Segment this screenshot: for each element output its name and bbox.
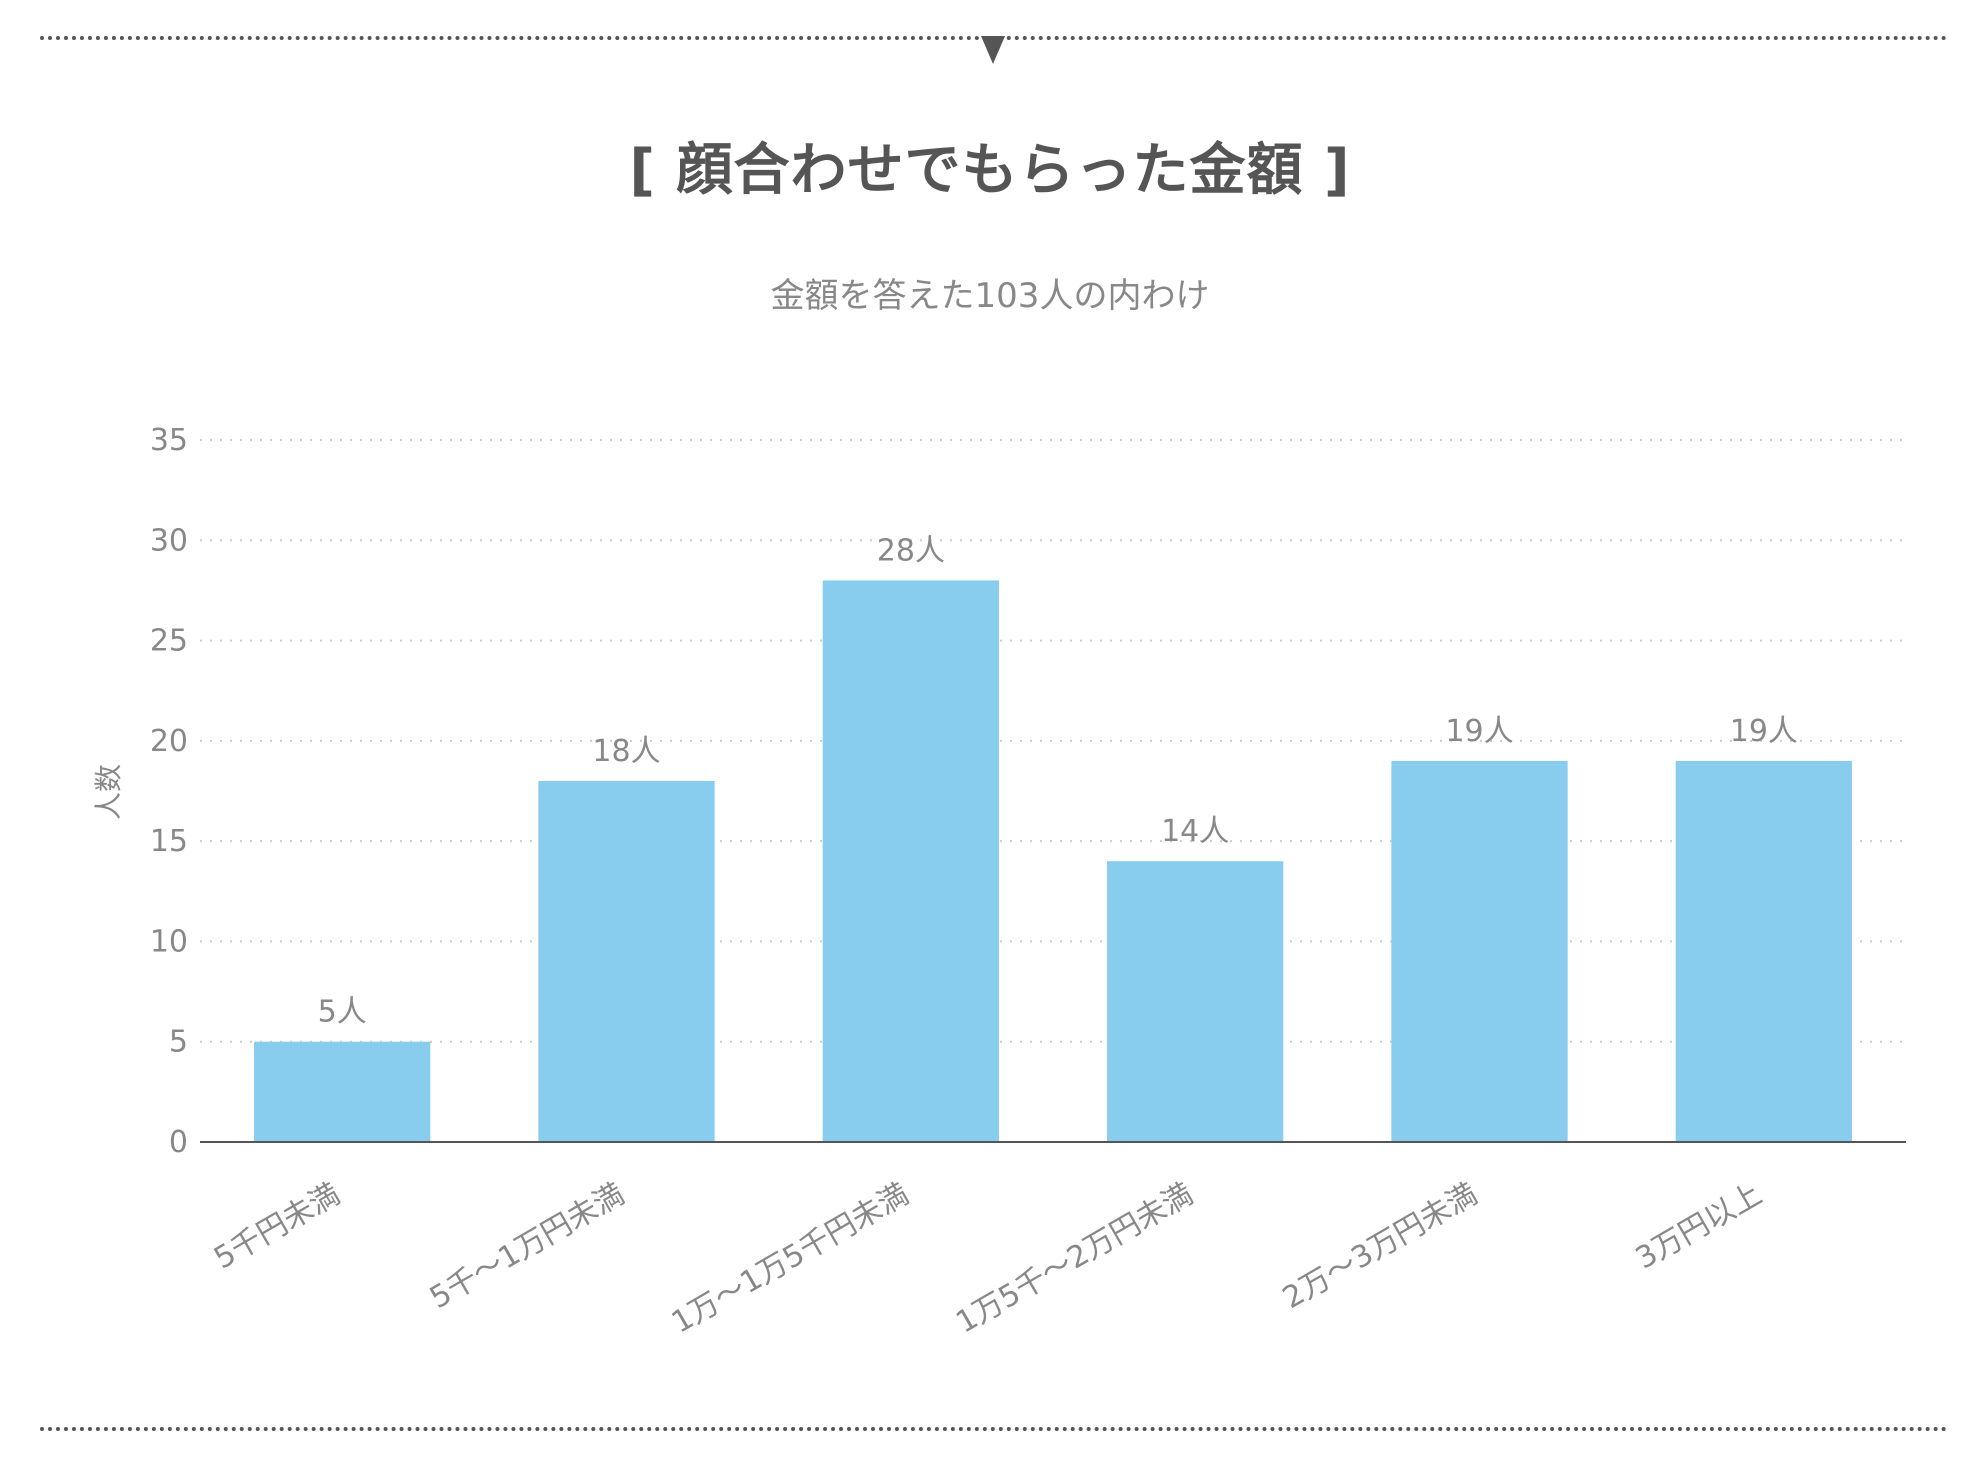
bar: [1107, 861, 1284, 1142]
x-tick-label: 3万円以上: [1630, 1177, 1768, 1277]
bottom-dotted-divider: [40, 1427, 1948, 1431]
y-tick-label: 25: [150, 624, 188, 659]
bar: [1391, 760, 1568, 1142]
bar-value-label: 18人: [592, 734, 660, 769]
bar: [254, 1041, 431, 1142]
y-tick-label: 0: [169, 1125, 188, 1160]
y-tick-label: 10: [150, 924, 188, 959]
y-tick-label: 30: [150, 523, 188, 558]
x-tick-label: 5千〜1万円未満: [424, 1177, 630, 1316]
bar: [538, 780, 715, 1142]
bar: [822, 580, 999, 1142]
bar-value-label: 14人: [1161, 814, 1229, 849]
chart-subtitle: 金額を答えた103人の内わけ: [770, 276, 1210, 316]
bar-value-label: 19人: [1445, 714, 1513, 749]
down-arrow-icon: [981, 36, 1005, 64]
y-tick-label: 15: [150, 824, 188, 859]
y-tick-label: 5: [169, 1025, 188, 1060]
x-tick-label: 2万〜3万円未満: [1277, 1177, 1483, 1316]
bar-value-label: 5人: [318, 995, 367, 1030]
x-tick-label: 1万〜1万5千円未満: [666, 1177, 915, 1341]
y-axis-label: 人数: [92, 764, 125, 820]
chart-title: [ 顔合わせでもらった金額 ]: [629, 138, 1351, 203]
bar: [1675, 760, 1852, 1142]
x-tick-label: 1万5千〜2万円未満: [950, 1177, 1199, 1341]
x-tick-label: 5千円未満: [208, 1177, 346, 1277]
y-tick-label: 20: [150, 724, 188, 759]
bar-value-label: 28人: [877, 533, 945, 568]
bar-value-label: 19人: [1730, 714, 1798, 749]
y-tick-label: 35: [150, 423, 188, 458]
